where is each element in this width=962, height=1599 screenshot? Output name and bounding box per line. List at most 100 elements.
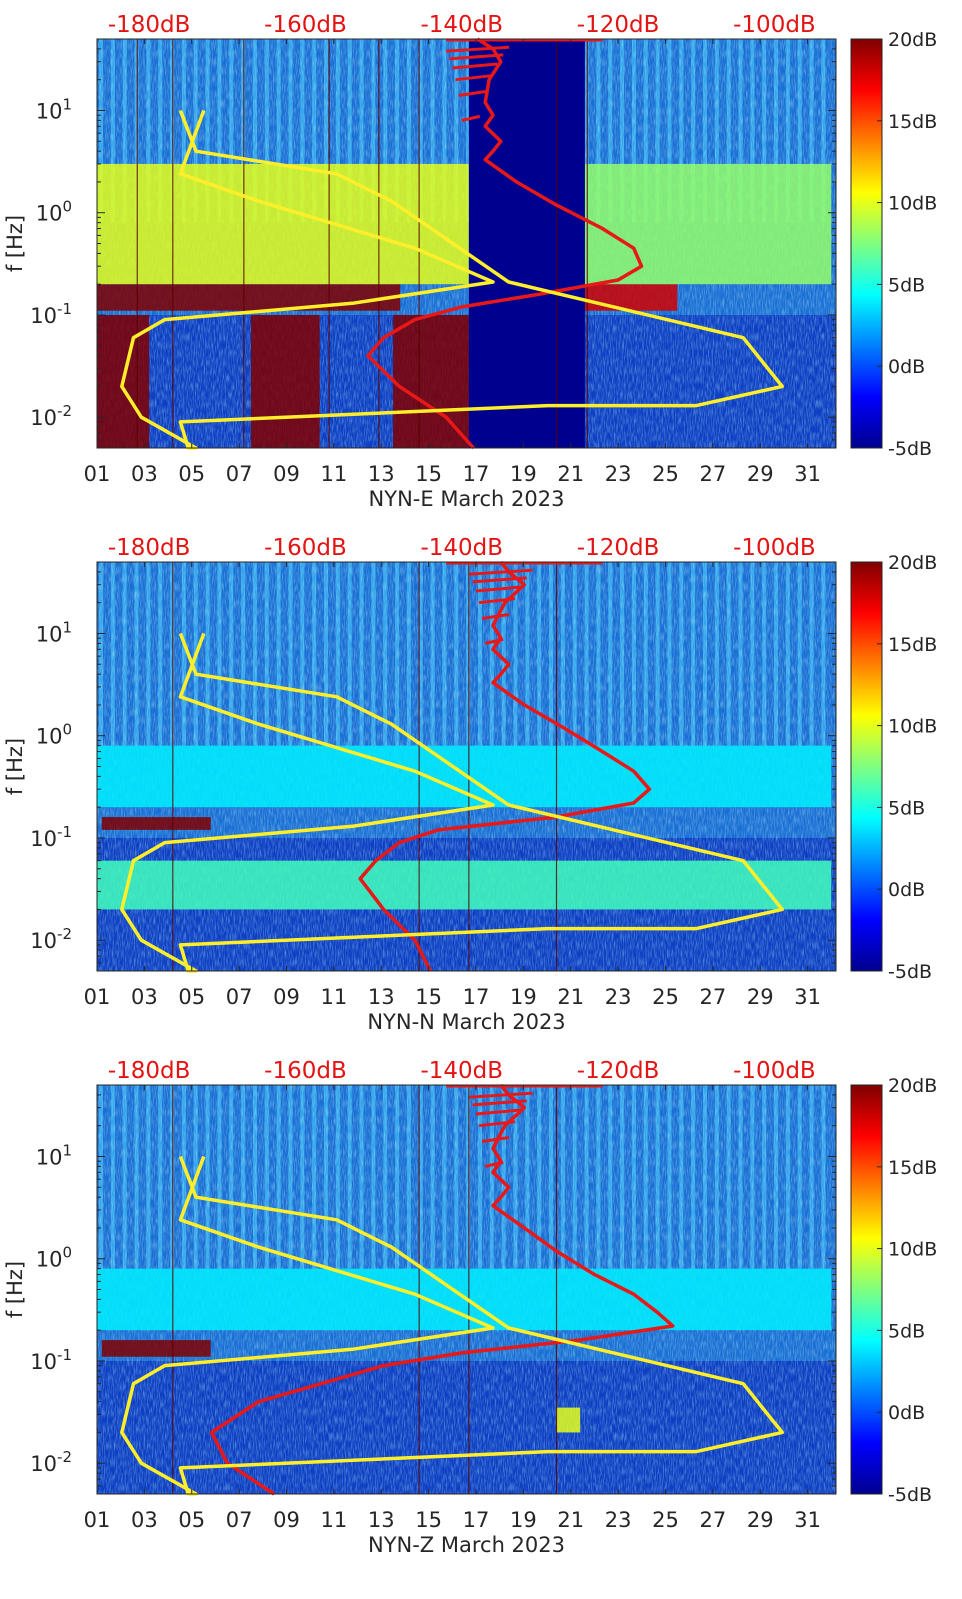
x-tick-label: 09: [273, 1508, 300, 1532]
panel-nyn-n: 01 03 05 07 09 11 13 15 17 19 21 23 25 27 29 31 NYN-N Ma…: [3, 535, 937, 1034]
noise-model-fringe: [449, 53, 504, 61]
colorbar-label: 5dB: [888, 797, 925, 819]
energy-band: [584, 284, 678, 311]
x-tick-label: 23: [605, 1508, 632, 1532]
x-tick-label: 19: [510, 1508, 537, 1532]
x-tick-label: 17: [463, 1508, 490, 1532]
energy-band: [393, 314, 469, 448]
x-tick-label: 27: [699, 985, 726, 1009]
colorbar: [850, 38, 883, 449]
top-axis-label: -120dB: [577, 12, 660, 38]
x-tick-label: 19: [510, 462, 537, 486]
colorbar-label: 5dB: [888, 274, 925, 296]
x-tick-label: 03: [131, 462, 158, 486]
energy-band: [97, 860, 832, 910]
top-axis-label: -120dB: [577, 535, 660, 561]
x-tick-label: 09: [273, 462, 300, 486]
energy-band: [101, 817, 211, 830]
colorbar-label: 0dB: [888, 1402, 925, 1424]
x-tick-label: 29: [747, 985, 774, 1009]
x-tick-label: 15: [415, 985, 442, 1009]
colorbar-label: -5dB: [888, 961, 932, 983]
noise-model-fringe: [475, 1108, 521, 1116]
y-tick-label: 101: [36, 1141, 72, 1169]
y-tick-label: 10-2: [30, 1448, 72, 1476]
y-tick-label: 100: [36, 198, 72, 226]
y-tick-label: 10-2: [30, 402, 72, 430]
y-tick-label: 101: [36, 95, 72, 123]
y-tick-label: 10-1: [30, 1346, 72, 1374]
x-tick-label: 05: [178, 985, 205, 1009]
noise-model-fringe: [472, 1099, 527, 1107]
colorbar-label: 15dB: [888, 634, 937, 656]
x-tick-label: 09: [273, 985, 300, 1009]
x-tick-label: 01: [84, 462, 111, 486]
x-tick-label: 31: [794, 1508, 821, 1532]
x-tick-label: 27: [699, 462, 726, 486]
top-axis-label: -100dB: [733, 12, 816, 38]
energy-band: [556, 1407, 581, 1433]
x-tick-label: 31: [794, 462, 821, 486]
x-tick-label: 03: [131, 1508, 158, 1532]
energy-band: [101, 1340, 211, 1357]
x-tick-label: 21: [557, 985, 584, 1009]
noise-model-curve: [366, 37, 644, 450]
noise-model-fringe: [469, 568, 533, 576]
x-tick-label: 25: [652, 985, 679, 1009]
x-tick-label: 13: [368, 1508, 395, 1532]
colorbar-label: -5dB: [888, 1484, 932, 1506]
colorbar-label: 10dB: [888, 716, 937, 738]
y-tick-label: 10-1: [30, 823, 72, 851]
x-tick-label: 15: [415, 1508, 442, 1532]
top-axis-label: -180dB: [108, 12, 191, 38]
energy-band: [584, 163, 832, 285]
x-tick-label: 21: [557, 1508, 584, 1532]
x-tick-label: 05: [178, 1508, 205, 1532]
x-tick-label: 17: [463, 985, 490, 1009]
top-axis-label: -160dB: [264, 12, 347, 38]
x-tick-label: 25: [652, 462, 679, 486]
x-tick-label: 11: [320, 1508, 347, 1532]
colorbar-label: 20dB: [888, 1075, 937, 1097]
colorbar-label: 5dB: [888, 1320, 925, 1342]
top-axis-label: -120dB: [577, 1058, 660, 1084]
noise-model-fringe: [484, 637, 504, 645]
x-tick-label: 07: [226, 1508, 253, 1532]
x-tick-label: 11: [320, 985, 347, 1009]
energy-band: [97, 745, 832, 808]
x-tick-label: 17: [463, 462, 490, 486]
colorbar-label: 10dB: [888, 1239, 937, 1261]
x-axis-label: NYN-Z March 2023: [368, 1533, 565, 1557]
noise-model-fringe: [458, 90, 486, 98]
colorbar-label: 15dB: [888, 111, 937, 133]
x-tick-label: 23: [605, 985, 632, 1009]
top-axis-label: -100dB: [733, 535, 816, 561]
top-axis-label: -160dB: [264, 535, 347, 561]
noise-model-fringe: [481, 1136, 510, 1144]
noise-model-fringe: [478, 1120, 516, 1128]
x-tick-label: 01: [84, 985, 111, 1009]
x-tick-label: 15: [415, 462, 442, 486]
energy-band: [250, 314, 320, 448]
noise-model-fringe: [446, 45, 510, 53]
colorbar-label: 10dB: [888, 193, 937, 215]
noise-model-fringe: [455, 74, 492, 82]
y-axis-label: f [Hz]: [3, 215, 27, 272]
top-axis-label: -180dB: [108, 535, 191, 561]
colorbar-label: -5dB: [888, 438, 932, 460]
colorbar: [850, 1084, 883, 1495]
noise-model-fringe: [478, 597, 516, 605]
x-tick-label: 25: [652, 1508, 679, 1532]
colorbar-label: 20dB: [888, 552, 937, 574]
noise-model-curve: [209, 1083, 675, 1496]
x-tick-label: 07: [226, 985, 253, 1009]
colorbar: [850, 561, 883, 972]
panel-nyn-z: 01 03 05 07 09 11 13 15 17 19 21 23 25 27 29 31 NYN-Z Ma…: [3, 1058, 937, 1557]
x-tick-label: 05: [178, 462, 205, 486]
noise-model-fringe: [472, 576, 527, 584]
x-tick-label: 07: [226, 462, 253, 486]
x-tick-label: 01: [84, 1508, 111, 1532]
noise-model-fringe: [461, 114, 481, 122]
x-tick-label: 29: [747, 462, 774, 486]
